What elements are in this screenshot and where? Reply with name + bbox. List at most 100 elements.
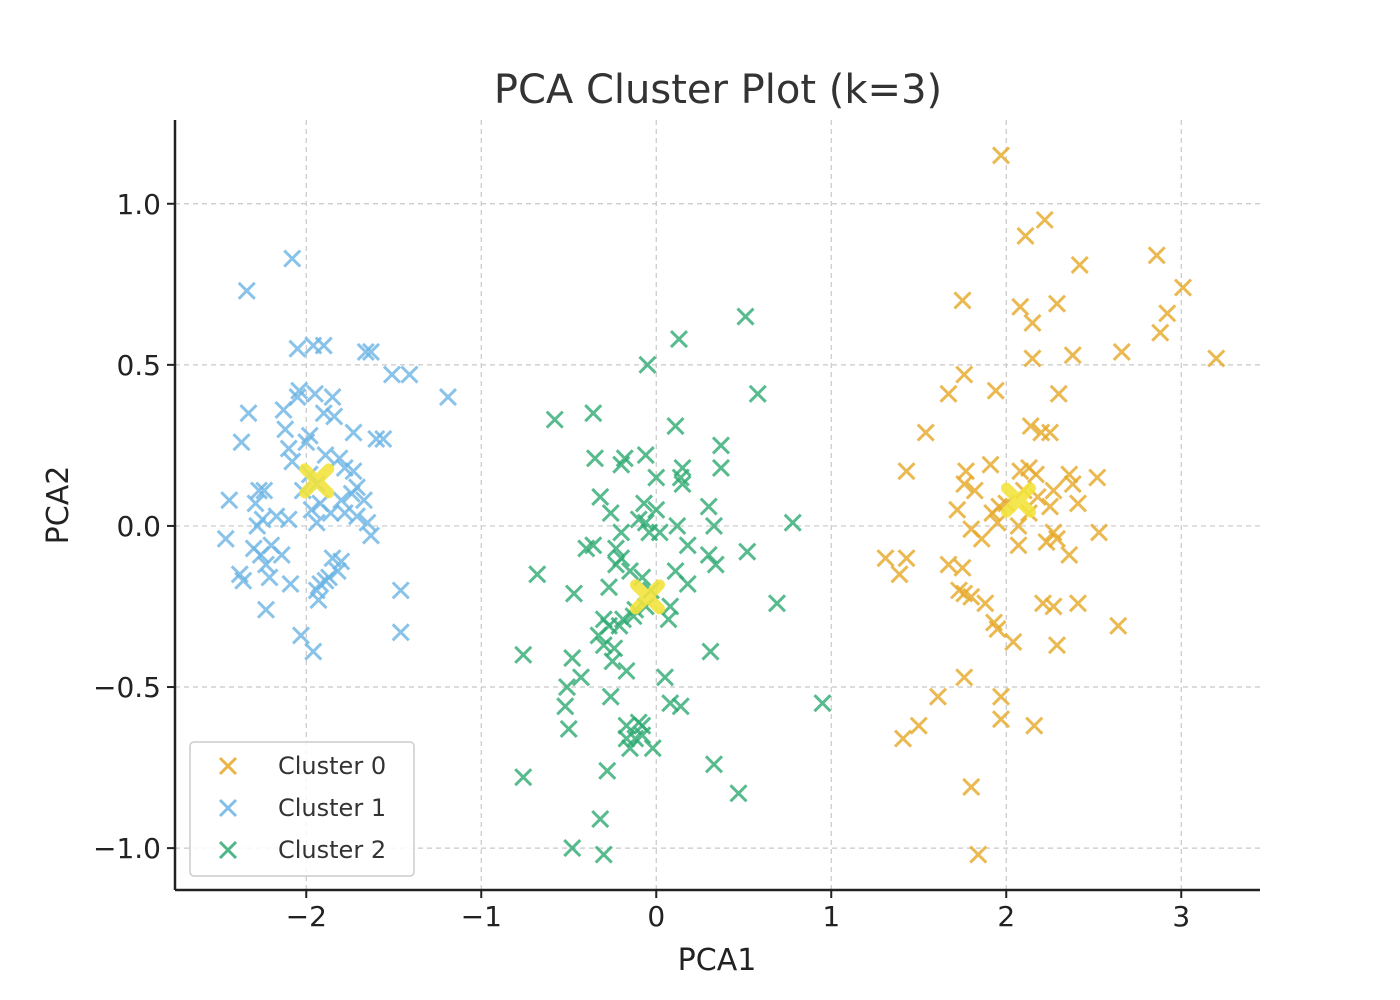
- legend-box: [189, 741, 415, 877]
- cluster-2-point: [643, 739, 662, 758]
- cluster-2-point: [620, 739, 640, 758]
- cluster-0-point: [1147, 246, 1166, 265]
- cluster-0-point: [1089, 523, 1109, 542]
- cluster-2-point: [601, 503, 620, 523]
- cluster-0-point: [1207, 349, 1226, 368]
- cluster-1-point: [323, 388, 342, 407]
- y-tick-label: 1.0: [116, 188, 161, 221]
- cluster-2-point: [813, 694, 832, 713]
- cluster-1-point: [328, 561, 347, 581]
- cluster-1-point: [321, 503, 340, 523]
- cluster-2-point: [556, 697, 575, 716]
- cluster-2-point: [678, 536, 697, 555]
- cluster-2-point: [620, 561, 640, 581]
- cluster-0-point: [969, 845, 988, 864]
- cluster-0-point: [1068, 494, 1088, 513]
- cluster-2-point: [738, 542, 757, 561]
- cluster-0-point: [1033, 594, 1053, 613]
- cluster-1-point: [256, 555, 276, 574]
- cluster-1-point: [279, 439, 298, 458]
- cluster-0-point: [991, 146, 1011, 165]
- y-tick-label: 0.5: [116, 349, 161, 382]
- y-tick-label: −1.0: [93, 832, 161, 865]
- x-tick-label: 2: [997, 900, 1015, 933]
- cluster-2-point: [564, 584, 584, 603]
- cluster-2-point: [594, 845, 613, 864]
- legend: Cluster 0 Cluster 1 Cluster 2: [189, 741, 415, 877]
- cluster-1-point: [290, 381, 309, 400]
- centroid-marker: [299, 463, 335, 499]
- cluster-0-point: [1112, 342, 1131, 362]
- cluster-1-point: [361, 526, 381, 545]
- cluster-0-point: [897, 549, 916, 568]
- cluster-2-point: [606, 555, 626, 574]
- cluster-0-point: [962, 777, 981, 796]
- cluster-1-point: [304, 642, 323, 661]
- cluster-2-point: [659, 610, 678, 629]
- cluster-1-point: [288, 388, 307, 407]
- cluster-0-point: [953, 291, 972, 310]
- cluster-1-point: [302, 500, 321, 519]
- cluster-1-point: [272, 545, 291, 564]
- cluster-1-point: [316, 446, 335, 465]
- cluster-2-point: [638, 355, 657, 374]
- cluster-2-point: [571, 668, 591, 687]
- cluster-1-point: [314, 404, 333, 423]
- cluster-2-point: [767, 594, 787, 613]
- cluster-2-point: [559, 719, 578, 738]
- cluster-2-point: [706, 555, 725, 574]
- cluster-2-point: [617, 661, 636, 680]
- x-tick-label: −1: [461, 900, 502, 933]
- cluster-1-point: [246, 494, 265, 513]
- cluster-2-point: [514, 645, 533, 664]
- cluster-0-point: [983, 503, 1002, 523]
- cluster-0-point: [981, 455, 1000, 474]
- cluster-0-point: [876, 549, 895, 568]
- cluster-2-point: [699, 545, 718, 564]
- cluster-2-point: [634, 494, 654, 513]
- cluster-0-point: [1047, 529, 1067, 548]
- cluster-1-point: [391, 623, 410, 642]
- cluster-2-point: [545, 410, 564, 429]
- cluster-1-point: [391, 581, 410, 600]
- y-tick-label: −0.5: [93, 671, 161, 704]
- cluster-0-point: [1016, 226, 1035, 246]
- cluster-2-point: [655, 668, 675, 687]
- cluster-1-point: [307, 513, 326, 532]
- cluster-0-point: [1009, 516, 1028, 536]
- cluster-0-point: [1173, 278, 1193, 297]
- cluster-2-point: [591, 487, 610, 507]
- cluster-0-point: [1025, 716, 1044, 735]
- cluster-2-point: [612, 455, 631, 474]
- cluster-1-point: [335, 503, 354, 523]
- cluster-2-point: [704, 755, 724, 774]
- cluster-1-point: [361, 342, 381, 362]
- cluster-2-point: [557, 677, 577, 697]
- cluster-0-point: [1063, 474, 1082, 494]
- cluster-0-point: [1011, 297, 1030, 316]
- cluster-0-point: [953, 558, 972, 577]
- cluster-0-point: [1037, 532, 1056, 552]
- cluster-1-point: [216, 529, 235, 548]
- cluster-2-point: [661, 694, 680, 713]
- cluster-0-point: [972, 529, 991, 548]
- cluster-1-point: [325, 407, 344, 426]
- cluster-1-point: [283, 249, 302, 268]
- y-axis-label: PCA2: [41, 466, 76, 545]
- centroid-marker: [630, 579, 665, 615]
- cluster-1-point: [291, 626, 311, 645]
- cluster-2-point: [704, 516, 724, 536]
- cluster-2-point: [636, 513, 655, 532]
- cluster-0-point: [1070, 255, 1089, 275]
- cluster-1-point: [220, 491, 239, 510]
- cluster-2-point: [673, 474, 692, 494]
- cluster-2-point: [668, 516, 687, 536]
- cluster-1-point: [248, 516, 267, 536]
- chart-title: PCA Cluster Plot (k=3): [494, 67, 942, 113]
- cluster-0-point: [916, 423, 935, 442]
- cluster-0-point: [986, 381, 1005, 400]
- legend-marker-cluster-2: [218, 840, 238, 860]
- x-tick-label: 1: [822, 900, 840, 933]
- x-tick-label: 0: [647, 900, 665, 933]
